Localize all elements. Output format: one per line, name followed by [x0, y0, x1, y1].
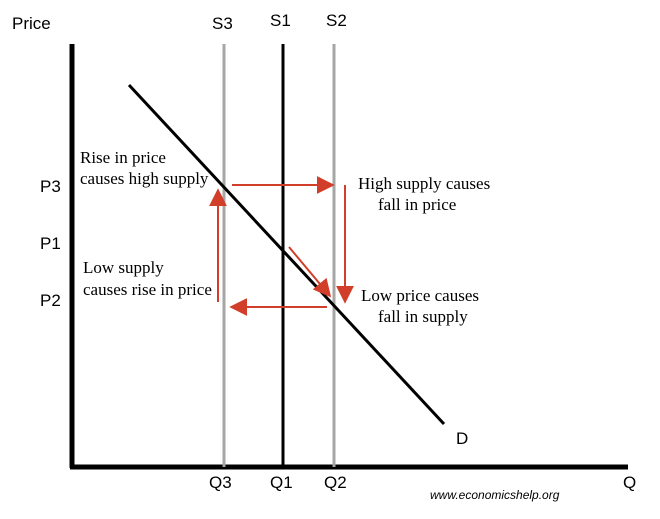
- annotation-high-supply-line1: High supply causes: [358, 174, 490, 193]
- annotation-low-price: Low price causes fall in supply: [361, 286, 483, 326]
- demand-curve: [127, 83, 446, 426]
- price-label-p1: P1: [40, 234, 61, 253]
- annotation-low-supply-line1: Low supply: [83, 258, 164, 277]
- supply-label-s1: S1: [270, 11, 291, 30]
- demand-label: D: [456, 429, 468, 448]
- supply-label-s2: S2: [326, 11, 347, 30]
- annotation-rise-in-price-line2: causes high supply: [80, 169, 209, 188]
- annotation-low-price-line1: Low price causes: [361, 286, 479, 305]
- annotation-high-supply-line2: fall in price: [378, 195, 456, 214]
- quantity-label-q2: Q2: [324, 473, 347, 492]
- price-label-p3: P3: [40, 177, 61, 196]
- supply-label-s3: S3: [212, 14, 233, 33]
- quantity-label-q1: Q1: [270, 473, 293, 492]
- annotation-rise-in-price: Rise in price causes high supply: [80, 148, 209, 188]
- annotation-high-supply: High supply causes fall in price: [358, 174, 494, 214]
- quantity-label-q3: Q3: [209, 473, 232, 492]
- annotation-low-price-line2: fall in supply: [378, 307, 468, 326]
- price-label-p2: P2: [40, 291, 61, 310]
- annotation-low-supply-line2: causes rise in price: [83, 280, 212, 299]
- annotation-rise-in-price-line1: Rise in price: [80, 148, 166, 167]
- y-axis-title: Price: [12, 14, 51, 33]
- arrow-along-demand: [288, 246, 332, 298]
- x-axis-title: Q: [623, 473, 636, 492]
- annotation-low-supply: Low supply causes rise in price: [83, 258, 212, 299]
- source-credit: www.economicshelp.org: [430, 488, 560, 502]
